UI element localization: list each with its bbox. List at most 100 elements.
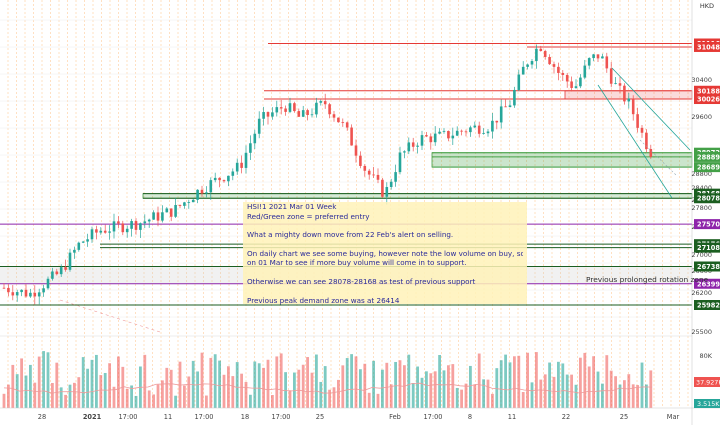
candle-body xyxy=(376,174,380,180)
candle-body xyxy=(165,208,169,213)
candle-body xyxy=(433,133,437,143)
volume-bar xyxy=(552,376,556,408)
candle-body xyxy=(504,106,507,108)
candle-body xyxy=(46,278,50,289)
volume-bar xyxy=(284,372,287,408)
time-tick-label: 22 xyxy=(562,413,570,421)
volume-bar xyxy=(469,365,472,408)
volume-bar xyxy=(55,362,59,408)
volume-bar xyxy=(213,354,217,408)
candle-body xyxy=(209,180,213,193)
volume-bar xyxy=(609,370,613,408)
volume-bar xyxy=(306,357,309,408)
candle-body xyxy=(337,117,340,123)
volume-bar xyxy=(416,366,419,408)
volume-bar xyxy=(605,355,609,408)
volume-bar xyxy=(649,370,653,408)
candle-body xyxy=(469,127,472,133)
volume-bar xyxy=(20,358,23,408)
candle-body xyxy=(218,177,221,181)
candle-body xyxy=(134,221,138,230)
green-zone xyxy=(431,152,693,168)
level-price-tag-label: 26738 xyxy=(697,263,720,271)
level-price-tag xyxy=(694,278,720,289)
volume-bar xyxy=(614,376,617,408)
volume-bar xyxy=(103,372,107,408)
volume-bar xyxy=(68,384,72,408)
candle-body xyxy=(464,131,468,133)
time-tick-label: 17:00 xyxy=(423,413,442,421)
candle-body xyxy=(196,189,199,200)
time-tick-label: Mar xyxy=(667,413,680,421)
volume-bar xyxy=(543,374,547,408)
level-price-tag-label: 31048 xyxy=(697,43,720,51)
volume-bar xyxy=(209,357,213,408)
candle-body xyxy=(191,199,195,203)
candle-body xyxy=(205,192,208,194)
volume-bar xyxy=(376,393,380,408)
volume-bar xyxy=(372,360,375,408)
volume-bar xyxy=(447,365,450,408)
note-line: Red/Green zone = preferred entry xyxy=(247,211,370,221)
level-price-tag xyxy=(694,162,720,173)
volume-bar xyxy=(473,384,477,408)
candle-body xyxy=(636,114,639,128)
note-line: Otherwise we can see 28078-28168 as test… xyxy=(247,276,476,286)
candle-body xyxy=(513,89,516,106)
volume-bar xyxy=(363,363,367,408)
volume-bar xyxy=(526,352,529,408)
candle-body xyxy=(262,112,265,119)
candle-body xyxy=(222,180,226,182)
volume-bar xyxy=(367,392,371,408)
candle-body xyxy=(473,125,477,128)
candle-body xyxy=(169,208,173,217)
volume-bar xyxy=(420,377,424,408)
volume-bar xyxy=(574,384,578,408)
volume-bar xyxy=(530,382,534,408)
candle-body xyxy=(345,122,349,128)
annotation-note[interactable]: HSI!1 2021 Mar 01 Week Red/Green zone = … xyxy=(243,202,527,305)
volume-bar xyxy=(548,362,551,408)
candle-body xyxy=(328,104,331,115)
trend-line xyxy=(611,67,691,151)
volume-bar xyxy=(37,356,41,408)
candle-body xyxy=(491,120,494,132)
time-tick-label: 2021 xyxy=(83,413,102,421)
volume-bar xyxy=(517,355,521,408)
volume-bar xyxy=(95,354,98,408)
volume-bar xyxy=(539,379,543,408)
candle-body xyxy=(398,152,402,173)
candle-body xyxy=(649,148,653,157)
candle-body xyxy=(86,239,89,242)
candle-body xyxy=(526,64,529,67)
candle-body xyxy=(552,64,556,67)
candle-body xyxy=(271,112,274,117)
volume-bar xyxy=(451,364,455,408)
volume-bar xyxy=(108,363,111,408)
candle-body xyxy=(350,127,353,146)
volume-bar xyxy=(240,373,243,408)
candle-body xyxy=(416,145,419,147)
volume-ma-line xyxy=(3,382,653,394)
volume-bar xyxy=(579,357,582,408)
candle-body xyxy=(495,120,499,123)
candle-body xyxy=(108,231,111,233)
volume-bar xyxy=(33,382,37,408)
volume-bar xyxy=(640,362,644,408)
level-price-tag xyxy=(694,151,720,162)
candle-body xyxy=(59,267,63,275)
volume-bar xyxy=(601,383,604,408)
candle-body xyxy=(561,72,565,75)
candle-body xyxy=(407,142,411,152)
candle-body xyxy=(174,204,177,217)
note-line: Previous peak demand zone was at 26414 xyxy=(247,295,400,305)
volume-bar xyxy=(491,393,494,408)
volume-bar xyxy=(196,371,199,408)
volume-bar xyxy=(46,352,50,408)
volume-bar xyxy=(499,360,503,408)
candle-body xyxy=(372,174,375,176)
candle-body xyxy=(64,267,67,270)
volume-bar xyxy=(161,380,164,408)
candle-body xyxy=(257,118,261,134)
volume-bar xyxy=(645,384,648,408)
